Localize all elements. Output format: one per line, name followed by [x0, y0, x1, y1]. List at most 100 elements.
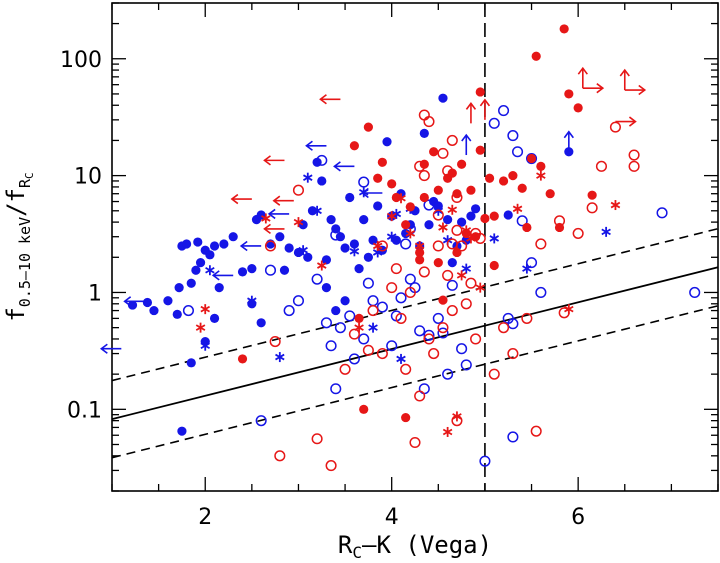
blue-filled-point [195, 258, 206, 268]
blue-open-point [358, 176, 370, 188]
blue-asterisk-point [247, 295, 257, 306]
blue-open-point [442, 368, 454, 380]
red-asterisk-point [438, 222, 448, 233]
red-asterisk-point [372, 240, 383, 251]
blue-filled-point [471, 204, 481, 214]
blue-filled-point [279, 265, 290, 275]
axis-ticks [111, 2, 719, 492]
red-open-point [423, 333, 435, 345]
red-open-point [553, 215, 566, 227]
red-open-point [465, 277, 477, 289]
blue-open-point [320, 317, 332, 329]
red-limit-arrow [230, 193, 252, 205]
red-filled-point [405, 202, 415, 212]
red-filled-point [433, 185, 443, 195]
blue-filled-point [298, 220, 308, 230]
red-open-point [535, 238, 547, 250]
blue-open-point [460, 359, 472, 371]
red-filled-point [559, 24, 569, 34]
red-filled-point [359, 404, 369, 414]
blue-filled-point [293, 247, 304, 258]
red-filled-point [475, 145, 485, 155]
blue-open-point [376, 301, 388, 313]
blue-limit-arrow [461, 133, 472, 156]
red-open-point [451, 224, 463, 236]
x-axis-title-main: R [338, 531, 353, 559]
blue-open-point [432, 312, 444, 324]
blue-open-point [358, 333, 370, 345]
red-filled-point [363, 122, 373, 132]
blue-open-point [423, 199, 435, 211]
red-filled-point [480, 213, 490, 224]
red-open-point [348, 328, 360, 340]
red-open-point [404, 286, 416, 299]
red-filled-point [526, 153, 537, 164]
red-open-point [432, 240, 444, 252]
red-asterisk-point [475, 282, 486, 293]
red-filled-point [536, 161, 546, 171]
red-open-point [442, 165, 454, 177]
blue-open-point [423, 329, 435, 341]
blue-open-point [311, 273, 323, 285]
red-open-point [414, 160, 426, 172]
red-asterisk-point [512, 203, 523, 214]
red-filled-point [545, 189, 555, 199]
blue-filled-point [127, 300, 138, 310]
blue-filled-point [174, 283, 184, 293]
blue-filled-point [275, 232, 285, 242]
blue-filled-point [466, 211, 476, 221]
red-open-point [451, 191, 463, 204]
red-limit-arrow [577, 66, 605, 94]
blue-open-point [362, 277, 374, 289]
blue-filled-point [284, 243, 294, 253]
x-tick-label: 6 [571, 505, 585, 530]
blue-limit-arrow [563, 130, 574, 152]
blue-open-point [395, 292, 407, 304]
blue-filled-point [205, 250, 215, 260]
red-filled-point [433, 258, 443, 268]
blue-asterisk-point [601, 226, 611, 237]
red-open-point [446, 238, 458, 250]
red-asterisk-point [405, 228, 416, 239]
red-filled-point [415, 255, 425, 265]
blue-open-point [535, 286, 547, 299]
blue-filled-point [373, 201, 383, 211]
x-axis-title-rest: –K (Vega) [362, 531, 492, 559]
red-filled-point [349, 141, 359, 151]
blue-filled-point [443, 215, 453, 225]
blue-filled-point [340, 243, 350, 253]
blue-filled-point [237, 267, 248, 277]
blue-filled-point [345, 192, 355, 203]
data-points [127, 24, 701, 472]
blue-asterisk-point [386, 231, 397, 242]
blue-open-point [330, 383, 342, 395]
blue-open-point [446, 279, 458, 291]
red-limit-arrow [272, 195, 294, 206]
blue-limit-arrow [267, 208, 290, 220]
red-filled-point [522, 222, 532, 233]
blue-open-point [512, 146, 524, 158]
red-open-point [311, 433, 323, 445]
red-asterisk-point [564, 304, 574, 315]
blue-filled-point [331, 305, 341, 316]
red-filled-point [475, 87, 485, 97]
blue-open-point [456, 343, 468, 355]
red-limit-arrow [319, 94, 341, 105]
blue-filled-point [172, 309, 182, 319]
blue-open-point [316, 154, 328, 166]
blue-filled-point [214, 283, 224, 293]
y-axis-title: f0.5–10 keV/fRC [2, 172, 36, 321]
blue-filled-point [247, 264, 257, 274]
red-asterisk-point [396, 193, 406, 204]
y-axis-title-subsub: C [23, 172, 36, 179]
blue-open-point [507, 318, 519, 330]
red-open-point [409, 436, 421, 449]
blue-filled-point [219, 239, 229, 249]
red-open-point [432, 209, 444, 221]
blue-open-point [255, 415, 267, 427]
y-tick-label: 10 [74, 165, 102, 190]
red-open-point [362, 344, 374, 356]
red-open-point [390, 263, 402, 275]
red-filled-point [466, 185, 476, 195]
